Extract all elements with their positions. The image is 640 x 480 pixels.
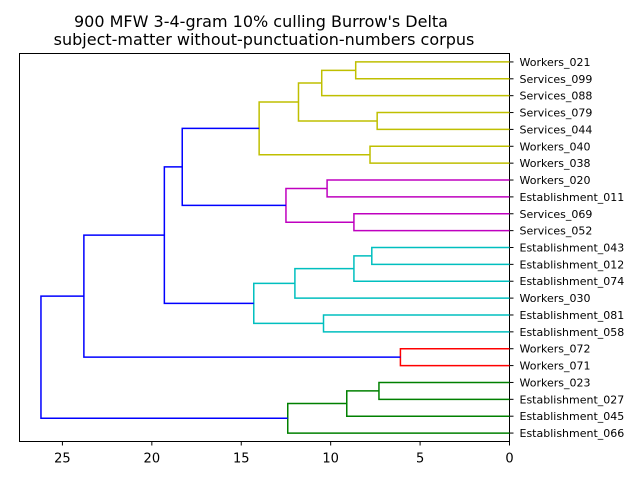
- dendrogram-link: [285, 187, 354, 223]
- chart-title-line2: subject-matter without-punctuation-numbe…: [54, 30, 475, 49]
- x-tick-label: 0: [505, 452, 513, 467]
- leaf-label: Establishment_045: [520, 410, 625, 423]
- dendrogram-link: [40, 295, 288, 420]
- x-tick-label: 10: [322, 452, 339, 467]
- leaf-label: Establishment_066: [520, 427, 625, 440]
- x-tick-label: 25: [54, 452, 71, 467]
- leaf-label: Workers_030: [520, 292, 591, 305]
- leaf-label: Services_099: [520, 73, 593, 86]
- leaf-label: Workers_020: [520, 174, 591, 187]
- x-tick-label: 15: [233, 452, 250, 467]
- leaf-label: Services_079: [520, 107, 593, 120]
- leaf-label: Workers_040: [520, 140, 591, 153]
- leaf-label: Services_069: [520, 208, 593, 221]
- leaf-label: Workers_071: [520, 360, 591, 373]
- leaf-label: Establishment_012: [520, 258, 625, 271]
- leaf-label: Establishment_058: [520, 326, 625, 339]
- leaf-label: Establishment_027: [520, 393, 625, 406]
- leaf-label: Establishment_081: [520, 309, 625, 322]
- leaf-label: Services_044: [520, 123, 593, 136]
- leaf-label: Workers_023: [520, 376, 591, 389]
- leaf-label: Workers_021: [520, 56, 591, 69]
- x-tick-label: 20: [144, 452, 161, 467]
- x-axis: 25 20 15 10 5 0: [54, 441, 514, 467]
- leaf-label: Workers_038: [520, 157, 591, 170]
- leaf-label: Establishment_074: [520, 275, 625, 288]
- dendrogram-link: [83, 234, 401, 358]
- dendrogram-link: [322, 314, 510, 333]
- x-tick-label: 5: [416, 452, 424, 467]
- dendrogram-links: [40, 61, 510, 434]
- dendrogram-link: [346, 390, 510, 417]
- dendrogram-link: [378, 381, 510, 401]
- leaf-label: Services_088: [520, 90, 593, 103]
- leaf-label: Services_052: [520, 225, 593, 238]
- leaf-label: Establishment_011: [520, 191, 625, 204]
- leaf-label: Establishment_043: [520, 242, 625, 255]
- leaf-label: Workers_072: [520, 343, 591, 356]
- chart-title-line1: 900 MFW 3-4-gram 10% culling Burrow's De…: [74, 12, 448, 31]
- leaf-labels: Workers_021 Services_099 Services_088 Servi…: [509, 56, 625, 440]
- dendrogram-link: [369, 145, 510, 164]
